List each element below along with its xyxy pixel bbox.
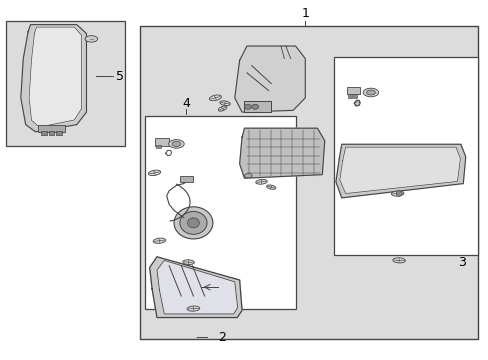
Bar <box>347 94 351 98</box>
Ellipse shape <box>172 141 181 147</box>
Bar <box>352 94 357 98</box>
Bar <box>6 21 125 146</box>
Bar <box>244 102 271 112</box>
Ellipse shape <box>251 104 258 109</box>
Polygon shape <box>29 27 81 127</box>
Polygon shape <box>335 144 465 198</box>
Polygon shape <box>149 257 242 318</box>
Bar <box>346 87 360 94</box>
Ellipse shape <box>180 211 206 234</box>
Text: —: — <box>195 331 207 344</box>
Ellipse shape <box>168 140 184 148</box>
Text: —: — <box>96 70 108 83</box>
Ellipse shape <box>266 185 275 189</box>
Ellipse shape <box>395 191 401 197</box>
Ellipse shape <box>148 170 161 176</box>
Polygon shape <box>234 46 305 112</box>
Polygon shape <box>339 147 459 194</box>
Ellipse shape <box>390 191 403 196</box>
Text: 4: 4 <box>182 97 190 110</box>
Bar <box>48 131 54 135</box>
Polygon shape <box>157 260 237 314</box>
Text: 5: 5 <box>116 70 123 83</box>
Ellipse shape <box>255 179 267 184</box>
Ellipse shape <box>183 260 194 265</box>
Ellipse shape <box>209 95 221 101</box>
Bar <box>41 131 47 135</box>
Text: 3: 3 <box>457 256 466 269</box>
Ellipse shape <box>244 174 252 178</box>
Bar <box>180 176 193 182</box>
Bar <box>334 57 477 255</box>
Bar <box>56 131 61 135</box>
Ellipse shape <box>85 36 98 42</box>
Ellipse shape <box>392 258 405 263</box>
Ellipse shape <box>153 238 165 243</box>
Bar <box>156 145 161 148</box>
Bar <box>140 26 477 339</box>
Ellipse shape <box>244 104 251 109</box>
Text: 2: 2 <box>217 331 225 344</box>
Ellipse shape <box>220 101 230 105</box>
Bar <box>38 125 64 132</box>
Text: 1: 1 <box>301 8 308 21</box>
Ellipse shape <box>366 90 374 95</box>
Ellipse shape <box>354 102 359 105</box>
Ellipse shape <box>174 207 212 239</box>
Ellipse shape <box>187 218 199 228</box>
Ellipse shape <box>363 88 378 97</box>
Bar <box>154 138 169 146</box>
Bar <box>144 116 295 309</box>
Ellipse shape <box>187 306 199 311</box>
Polygon shape <box>21 24 86 132</box>
Ellipse shape <box>218 106 226 111</box>
Polygon shape <box>239 128 324 178</box>
